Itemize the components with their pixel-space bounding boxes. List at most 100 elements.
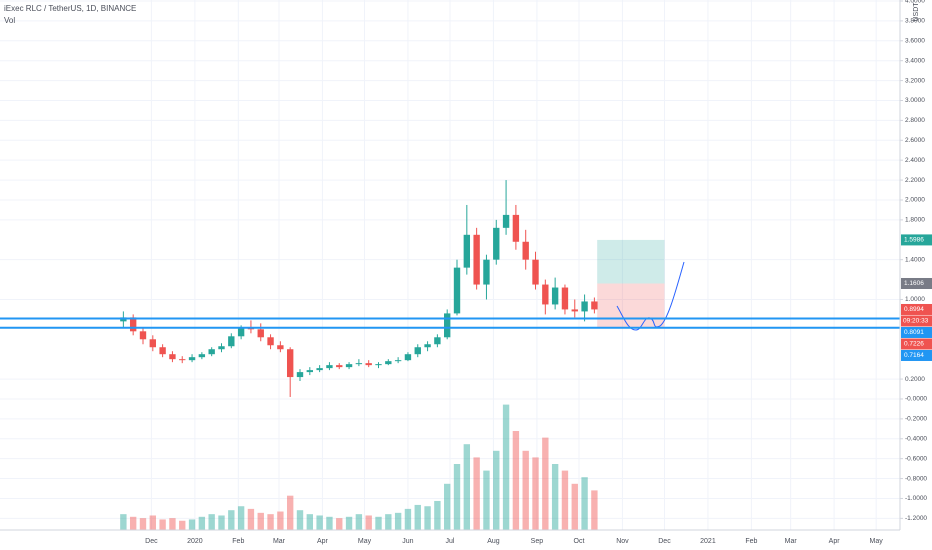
candle-body — [522, 241, 529, 260]
volume — [120, 404, 598, 530]
candle-body — [414, 347, 421, 355]
y-tick-label: 2.4000 — [905, 157, 925, 164]
volume-bar — [149, 515, 156, 530]
candle-body — [139, 331, 147, 340]
y-tick-label: 3.0000 — [905, 97, 925, 104]
x-tick-label: Sep — [531, 538, 544, 545]
x-tick-label: 2020 — [187, 538, 203, 545]
candle-body — [198, 354, 206, 358]
candle-body — [188, 357, 196, 361]
volume-bar — [247, 508, 255, 530]
candle-body — [306, 370, 314, 373]
x-tick-label: Mar — [273, 538, 286, 545]
candle-body — [179, 359, 186, 361]
volume-bar — [473, 457, 480, 530]
volume-bar — [179, 520, 186, 530]
candle-body — [581, 301, 588, 312]
x-tick-label: Dec — [658, 538, 671, 545]
position — [597, 239, 665, 328]
y-tick-label: 1.4000 — [905, 256, 925, 263]
candle-body — [277, 345, 284, 350]
y-tick-label: -0.6000 — [905, 455, 927, 462]
volume-bar — [561, 470, 569, 530]
volume-bar — [345, 516, 353, 530]
candle-body — [345, 364, 353, 368]
volume-bar — [493, 450, 500, 530]
candle-body — [267, 337, 274, 346]
candle-body — [551, 287, 559, 305]
x-tick-label: Jun — [402, 538, 413, 545]
volume-bar — [277, 511, 284, 530]
volume-bar — [385, 514, 392, 530]
volume-bar — [375, 516, 382, 530]
volume-bar — [542, 437, 549, 530]
price-badge-label: 1.5986 — [904, 237, 924, 244]
candle-body — [336, 365, 343, 368]
volume-bar — [463, 444, 471, 530]
y-tick-label: 0.2000 — [905, 376, 925, 383]
volume-bar — [139, 518, 147, 530]
volume-bar — [355, 514, 363, 530]
candle-body — [424, 344, 431, 348]
y-tick-label: 4.0000 — [905, 0, 925, 5]
candle-body — [483, 259, 490, 285]
y-tick-label: -0.4000 — [905, 435, 927, 442]
volume-bar — [532, 457, 539, 530]
volume-bar — [120, 514, 127, 530]
candle-body — [434, 337, 441, 345]
candle-body — [237, 327, 245, 337]
volume-bar — [444, 483, 451, 530]
candle-body — [355, 363, 363, 365]
candle-body — [326, 365, 333, 369]
position-stop — [597, 283, 665, 328]
y-tick-label: -0.0000 — [905, 396, 927, 403]
volume-bar — [483, 470, 490, 530]
price-badge — [901, 303, 932, 315]
price-badge-label: 0.8091 — [904, 329, 924, 336]
price-badge — [901, 349, 932, 361]
price-badge — [901, 326, 932, 338]
x-tick-label: Feb — [232, 538, 244, 545]
y-tick-label: 2.0000 — [905, 197, 925, 204]
candle-body — [571, 309, 578, 312]
volume-bar — [512, 431, 520, 530]
price-badge — [901, 234, 932, 246]
candle-body — [404, 354, 412, 361]
volume-bar — [453, 464, 461, 530]
volume-bar — [218, 515, 225, 530]
volume-bar — [296, 510, 304, 530]
volume-bar — [522, 450, 529, 530]
candle-body — [129, 317, 137, 332]
candle-body — [385, 361, 392, 365]
price-badge-label: 0.7164 — [904, 352, 924, 359]
candle-body — [365, 363, 372, 366]
x-tick-label: May — [358, 538, 372, 545]
price-badge-label: 0.8994 — [904, 306, 924, 313]
volume-bar — [188, 519, 196, 530]
candle-body — [463, 234, 471, 268]
candle-body — [169, 354, 176, 360]
candle-body — [159, 347, 166, 355]
legend-volume: Vol — [4, 16, 15, 25]
volume-bar — [365, 515, 372, 530]
volume-bar — [336, 518, 343, 530]
volume-bar — [591, 490, 598, 530]
candle-body — [296, 372, 304, 378]
volume-bar — [228, 510, 235, 530]
volume-bar — [159, 519, 166, 530]
candle-body — [512, 214, 520, 242]
legend-title: iExec RLC / TetherUS, 1D, BINANCE — [4, 4, 136, 13]
y-tick-label: -1.0000 — [905, 495, 927, 502]
volume-bar — [581, 477, 588, 530]
x-tick-label: Feb — [745, 538, 757, 545]
timer-badge — [901, 315, 932, 327]
candle-body — [473, 234, 480, 285]
x-tick-label: Apr — [317, 538, 329, 545]
grid — [0, 0, 900, 530]
candle-body — [149, 339, 156, 348]
price-badge — [901, 277, 932, 289]
candles — [120, 180, 598, 397]
volume-bar — [404, 508, 412, 530]
position-target — [597, 239, 665, 284]
candle-body — [375, 364, 382, 366]
